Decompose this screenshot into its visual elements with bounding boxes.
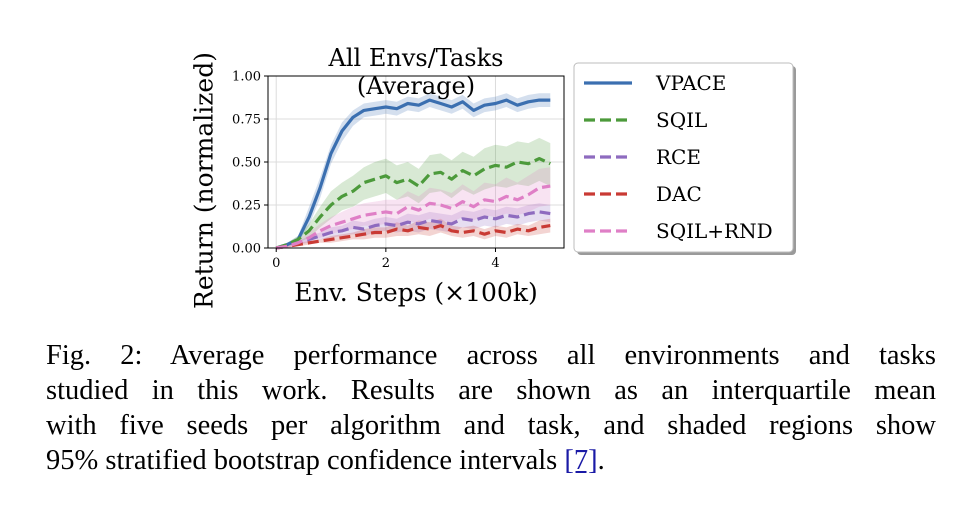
caption-line-text: 95% stratified bootstrap confidence inte…	[46, 445, 565, 476]
confidence-band-vpace	[276, 93, 551, 248]
citation-link[interactable]: [7]	[564, 445, 598, 476]
series-line-sqil-rnd	[275, 184, 551, 250]
y-tick-label: 0.75	[232, 113, 261, 128]
axis-ticks: 0 2 4 0.00 0.25 0.50 0.75 1.00	[232, 70, 500, 272]
confidence-band-rce	[276, 203, 551, 248]
y-tick-label: 0.25	[232, 199, 261, 214]
x-tick-label: 4	[491, 256, 499, 271]
x-tick-label: 0	[272, 256, 280, 271]
caption-line: with five seeds per algorithm and task, …	[46, 410, 936, 441]
legend-label: DAC	[656, 182, 702, 206]
series-lines	[275, 98, 551, 250]
confidence-bands	[276, 93, 551, 248]
x-tick-label: 2	[382, 256, 390, 271]
caption-line: Fig. 2: Average performance across all e…	[46, 340, 936, 371]
y-tick-label: 1.00	[232, 70, 261, 85]
chart-title: All Envs/Tasks (Average)	[328, 44, 504, 100]
legend-label: VPACE	[655, 71, 726, 95]
caption-period: .	[597, 445, 605, 476]
legend-box	[573, 62, 794, 253]
series-line-dac	[275, 224, 551, 250]
legend-label: SQIL+RND	[656, 219, 773, 243]
caption-last-line: 95% stratified bootstrap confidence inte…	[46, 443, 936, 478]
legend-label: SQIL	[656, 108, 707, 132]
series-line-sqil	[275, 157, 551, 250]
legend-label: RCE	[656, 145, 701, 169]
legend: VPACE SQIL RCE DAC SQIL+RND	[573, 62, 796, 255]
y-tick-label: 0.50	[232, 156, 261, 171]
caption-line: studied in this work. Results are shown …	[46, 375, 936, 406]
series-line-vpace	[275, 98, 551, 250]
confidence-band-dac	[276, 218, 551, 248]
y-axis-label: Return (normalized)	[189, 52, 219, 309]
figure-caption: Fig. 2: Average performance across all e…	[46, 338, 936, 478]
confidence-band-sqil	[276, 137, 551, 248]
y-tick-label: 0.00	[232, 242, 261, 257]
x-axis-label: Env. Steps (×100k)	[294, 278, 538, 307]
